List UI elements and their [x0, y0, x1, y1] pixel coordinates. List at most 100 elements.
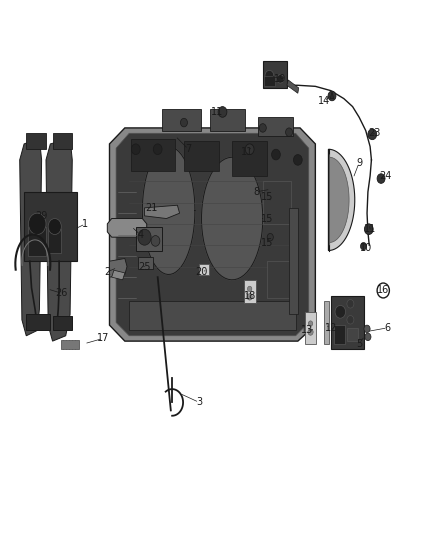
Circle shape — [247, 286, 252, 292]
Text: 11: 11 — [364, 224, 376, 234]
Text: 21: 21 — [145, 203, 157, 213]
Bar — [138, 257, 153, 269]
Circle shape — [180, 118, 187, 127]
Text: 11: 11 — [211, 107, 223, 117]
Text: 25: 25 — [138, 262, 151, 271]
Polygon shape — [330, 92, 334, 99]
Polygon shape — [110, 128, 315, 341]
Bar — [26, 314, 50, 330]
Text: 16: 16 — [377, 286, 389, 295]
Polygon shape — [107, 219, 147, 237]
Text: 26: 26 — [55, 288, 67, 298]
Text: 15: 15 — [261, 192, 273, 202]
Bar — [210, 109, 245, 131]
Text: 13: 13 — [300, 326, 313, 335]
Circle shape — [365, 333, 371, 341]
Bar — [199, 264, 209, 275]
Circle shape — [247, 294, 252, 300]
Circle shape — [347, 300, 354, 308]
Text: 12: 12 — [325, 323, 337, 333]
Text: 6: 6 — [385, 323, 391, 333]
Bar — [61, 340, 79, 349]
Circle shape — [48, 219, 61, 235]
Circle shape — [364, 224, 373, 235]
Circle shape — [28, 213, 46, 235]
Text: 3: 3 — [196, 398, 202, 407]
Bar — [264, 76, 275, 86]
Text: 9: 9 — [356, 158, 362, 167]
Bar — [334, 325, 345, 344]
Polygon shape — [112, 270, 125, 280]
Text: 1: 1 — [82, 219, 88, 229]
Bar — [184, 141, 219, 171]
Circle shape — [268, 186, 275, 195]
Bar — [24, 192, 77, 261]
Polygon shape — [145, 205, 180, 219]
Circle shape — [308, 329, 313, 335]
Circle shape — [151, 236, 160, 246]
Bar — [131, 139, 175, 171]
Bar — [305, 312, 316, 344]
Circle shape — [308, 321, 313, 326]
Bar — [263, 61, 287, 88]
Bar — [267, 261, 293, 298]
Circle shape — [259, 124, 266, 132]
Circle shape — [267, 197, 273, 205]
Circle shape — [277, 75, 284, 83]
Bar — [347, 328, 358, 341]
Polygon shape — [328, 149, 355, 251]
Text: 19: 19 — [274, 74, 286, 84]
Text: 4: 4 — [137, 230, 143, 239]
Text: 5: 5 — [356, 339, 362, 349]
Text: 15: 15 — [261, 214, 273, 223]
Polygon shape — [110, 259, 127, 277]
Bar — [53, 316, 72, 330]
Circle shape — [286, 128, 293, 136]
Text: 10: 10 — [360, 243, 372, 253]
Circle shape — [377, 174, 385, 183]
Circle shape — [138, 229, 151, 245]
Bar — [289, 208, 298, 314]
Text: 18: 18 — [244, 291, 256, 301]
Circle shape — [335, 305, 346, 318]
Bar — [244, 280, 256, 303]
Bar — [331, 296, 364, 349]
Circle shape — [328, 91, 336, 101]
Bar — [258, 117, 293, 136]
Circle shape — [272, 149, 280, 160]
Bar — [136, 227, 162, 251]
Text: 11: 11 — [241, 147, 254, 157]
Circle shape — [364, 325, 370, 333]
Circle shape — [245, 144, 254, 155]
Circle shape — [347, 316, 354, 324]
Bar — [162, 109, 201, 131]
Polygon shape — [46, 139, 72, 341]
Circle shape — [293, 155, 302, 165]
Text: 15: 15 — [261, 238, 273, 247]
Circle shape — [267, 213, 273, 221]
Bar — [28, 227, 46, 256]
Bar — [232, 141, 267, 176]
Text: 14: 14 — [318, 96, 330, 106]
Text: 23: 23 — [368, 128, 381, 138]
Text: 17: 17 — [97, 334, 109, 343]
Circle shape — [267, 233, 273, 241]
Text: 20: 20 — [195, 267, 208, 277]
Circle shape — [360, 243, 367, 250]
Text: 29: 29 — [35, 211, 48, 221]
Bar — [263, 181, 291, 224]
Polygon shape — [20, 139, 42, 336]
Text: 24: 24 — [379, 171, 392, 181]
Polygon shape — [287, 80, 299, 93]
Bar — [48, 229, 61, 253]
Circle shape — [265, 70, 274, 81]
Polygon shape — [142, 147, 195, 274]
Text: 8: 8 — [253, 187, 259, 197]
Circle shape — [218, 107, 227, 117]
Polygon shape — [329, 155, 349, 245]
Polygon shape — [116, 133, 309, 336]
Bar — [129, 301, 296, 330]
Polygon shape — [201, 157, 263, 280]
Bar — [324, 301, 329, 344]
Bar — [26, 133, 46, 149]
